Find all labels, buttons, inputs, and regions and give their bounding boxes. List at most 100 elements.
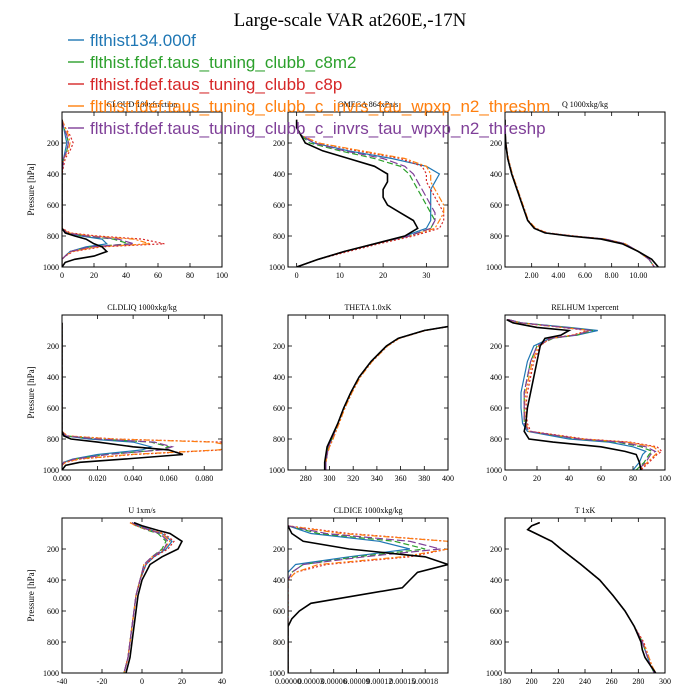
y-tick-label: 200 bbox=[47, 342, 59, 351]
chart-title: Q 1000xkg/kg bbox=[562, 100, 608, 109]
x-tick-label: 0.00009 bbox=[344, 677, 370, 686]
legend-label: flthist.fdef.taus_tuning_clubb_c8p bbox=[90, 75, 342, 94]
legend-label: flthist.fdef.taus_tuning_clubb_c8m2 bbox=[90, 53, 357, 72]
legend-label: flthist.fdef.taus_tuning_clubb_c_invrs_t… bbox=[90, 97, 550, 116]
series-line-5 bbox=[506, 318, 642, 470]
plot-frame bbox=[504, 314, 666, 471]
series-line-2 bbox=[526, 522, 657, 673]
series-line-0 bbox=[325, 326, 448, 470]
y-tick-label: 200 bbox=[490, 545, 502, 554]
y-tick-label: 600 bbox=[490, 201, 502, 210]
y-tick-label: 800 bbox=[273, 435, 285, 444]
chart-title: CLDICE 1000xkg/kg bbox=[333, 506, 402, 515]
x-tick-label: 60 bbox=[597, 474, 605, 483]
y-tick-label: 200 bbox=[273, 342, 285, 351]
x-tick-label: 4.00 bbox=[551, 271, 565, 280]
series-line-2 bbox=[296, 119, 445, 267]
series-line-2 bbox=[62, 322, 222, 470]
x-tick-label: 20 bbox=[533, 474, 541, 483]
x-tick-label: 0.020 bbox=[89, 474, 107, 483]
x-tick-label: 0.000 bbox=[53, 474, 71, 483]
y-tick-label: 800 bbox=[490, 435, 502, 444]
legend-label: flthist.fdef.taus_tuning_clubb_c_invrs_t… bbox=[90, 119, 546, 138]
series-line-4 bbox=[62, 119, 135, 267]
x-tick-label: 8.00 bbox=[605, 271, 619, 280]
y-tick-label: 600 bbox=[47, 404, 59, 413]
chart-title: CLOUD 100xfraction bbox=[107, 100, 177, 109]
series-line-1 bbox=[325, 326, 448, 470]
x-tick-label: 0 bbox=[60, 271, 64, 280]
y-tick-label: 1000 bbox=[269, 669, 285, 678]
series-line-3 bbox=[288, 525, 448, 673]
series-line-2 bbox=[62, 119, 165, 267]
chart-panel-6: U 1xm/s 200 400 600 800 1000-40 -20 0 20 40 Pressu… bbox=[26, 506, 226, 686]
series-line-4 bbox=[62, 322, 175, 470]
x-tick-label: 60 bbox=[154, 271, 162, 280]
series-group bbox=[505, 119, 659, 267]
legend-item: flthist134.000f bbox=[68, 31, 196, 50]
x-tick-label: 180 bbox=[499, 677, 511, 686]
chart-title: OMEGA 864xPa/s bbox=[338, 100, 398, 109]
x-tick-label: 0.00000 bbox=[275, 677, 301, 686]
y-axis-label: Pressure [hPa] bbox=[26, 569, 36, 621]
y-tick-label: 800 bbox=[47, 435, 59, 444]
y-tick-label: 1000 bbox=[269, 263, 285, 272]
plot-frame bbox=[287, 111, 449, 268]
figure-title: Large-scale VAR at260E,-17N bbox=[234, 10, 467, 31]
y-tick-label: 400 bbox=[490, 373, 502, 382]
series-line-4 bbox=[325, 326, 448, 470]
series-line-0 bbox=[288, 525, 411, 673]
x-tick-label: 20 bbox=[379, 271, 387, 280]
y-tick-label: 400 bbox=[490, 170, 502, 179]
series-line-3 bbox=[505, 119, 655, 267]
series-line-1 bbox=[508, 319, 654, 470]
chart-panel-2: Q 1000xkg/kg 200 400 600 800 1000 2.00 4.00 6.00… bbox=[486, 100, 666, 280]
x-tick-label: 100 bbox=[216, 271, 228, 280]
chart-panel-7: CLDICE 1000xkg/kg 200 400 600 800 10000.00000… bbox=[269, 506, 449, 686]
x-tick-label: 100 bbox=[659, 474, 671, 483]
x-tick-label: 0.00018 bbox=[412, 677, 438, 686]
x-tick-label: 320 bbox=[347, 474, 359, 483]
x-tick-label: 0 bbox=[295, 271, 299, 280]
x-tick-label: 200 bbox=[526, 677, 538, 686]
series-line-3 bbox=[526, 522, 657, 673]
series-line-1 bbox=[505, 119, 655, 267]
x-tick-label: 40 bbox=[122, 271, 130, 280]
x-tick-label: 30 bbox=[422, 271, 430, 280]
x-tick-label: 260 bbox=[606, 677, 618, 686]
y-tick-label: 400 bbox=[47, 170, 59, 179]
series-line-5 bbox=[505, 119, 659, 267]
x-tick-label: 0.00006 bbox=[321, 677, 347, 686]
chart-panel-1: OMEGA 864xPa/s 200 400 600 800 1000 0 10 20 30 bbox=[269, 100, 449, 280]
y-tick-label: 400 bbox=[47, 576, 59, 585]
x-tick-label: -20 bbox=[97, 677, 108, 686]
x-tick-label: 360 bbox=[395, 474, 407, 483]
plot-frame bbox=[287, 314, 449, 471]
y-tick-label: 200 bbox=[490, 342, 502, 351]
x-tick-label: 40 bbox=[218, 677, 226, 686]
x-tick-label: 300 bbox=[659, 677, 671, 686]
series-line-5 bbox=[125, 521, 184, 673]
series-line-5 bbox=[288, 525, 448, 673]
y-tick-label: 600 bbox=[273, 404, 285, 413]
series-group bbox=[62, 322, 222, 470]
y-tick-label: 1000 bbox=[486, 669, 502, 678]
legend-item: flthist.fdef.taus_tuning_clubb_c_invrs_t… bbox=[68, 97, 550, 116]
y-tick-label: 200 bbox=[273, 545, 285, 554]
y-tick-label: 1000 bbox=[43, 263, 59, 272]
y-tick-label: 200 bbox=[490, 139, 502, 148]
x-tick-label: 20 bbox=[90, 271, 98, 280]
series-line-0 bbox=[526, 522, 655, 673]
series-line-3 bbox=[325, 326, 448, 470]
series-line-4 bbox=[526, 522, 655, 673]
x-tick-label: 10 bbox=[336, 271, 344, 280]
plot-frame bbox=[504, 111, 666, 268]
x-tick-label: 80 bbox=[629, 474, 637, 483]
y-tick-label: 200 bbox=[47, 545, 59, 554]
y-tick-label: 600 bbox=[47, 607, 59, 616]
x-tick-label: 240 bbox=[579, 677, 591, 686]
y-tick-label: 800 bbox=[490, 638, 502, 647]
series-line-5 bbox=[62, 322, 184, 470]
